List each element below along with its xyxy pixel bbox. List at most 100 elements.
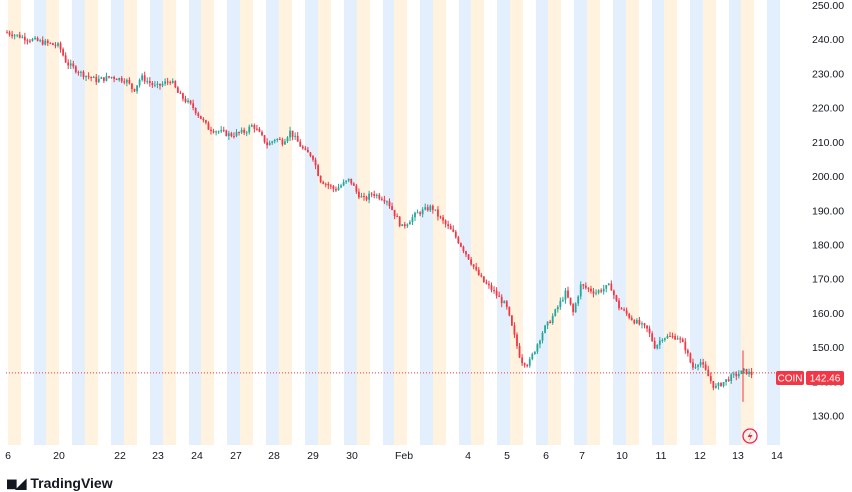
candle-body	[296, 135, 299, 142]
candle-body	[694, 366, 697, 368]
price-tick-label: 190.00	[812, 205, 844, 217]
date-tick-label: 30	[346, 450, 358, 462]
candle-body	[745, 368, 748, 375]
candle-body	[720, 383, 722, 387]
candle-body	[16, 34, 19, 36]
session-band-blue	[767, 0, 780, 445]
candle-body	[409, 222, 411, 225]
candle-body	[715, 385, 717, 388]
candle-body	[36, 37, 39, 41]
candle-body	[503, 301, 506, 304]
candle-body	[554, 309, 557, 316]
candle-body	[222, 130, 225, 132]
session-band-orange	[124, 0, 137, 445]
candle-body	[141, 75, 144, 80]
candle-body	[523, 363, 526, 366]
session-band-blue	[459, 0, 472, 445]
candle-body	[628, 313, 631, 318]
date-axis[interactable]: 6 20 22 23 24 27 28 29 30 Feb 4 5 6 7 10 11 12 13 14	[5, 450, 783, 462]
candle-body	[110, 76, 113, 78]
price-axis[interactable]: 250.00 240.00 230.00 220.00 210.00 200.00 190.…	[812, 0, 844, 423]
candle-body	[467, 254, 470, 260]
candle-body	[156, 83, 159, 85]
session-band-orange	[471, 0, 484, 445]
candle-body	[210, 129, 212, 132]
lightning-alert-icon[interactable]	[742, 428, 758, 444]
candle-body	[452, 229, 455, 232]
candle-body	[345, 180, 348, 183]
session-band-blue	[574, 0, 587, 445]
candle-body	[13, 35, 16, 37]
candle-body	[368, 193, 370, 200]
candle-body	[689, 353, 692, 363]
candle-body	[57, 43, 59, 46]
candle-body	[641, 323, 643, 325]
date-tick-label: 22	[114, 450, 126, 462]
candle-body	[82, 71, 85, 78]
candle-body	[11, 34, 13, 37]
tradingview-logo[interactable]: ◼◢ TradingView	[6, 475, 113, 492]
candle-body	[750, 371, 753, 376]
candle-body	[630, 317, 633, 321]
candle-body	[235, 132, 238, 137]
candle-body	[29, 40, 31, 42]
session-band-blue	[652, 0, 665, 445]
candle-body	[194, 107, 197, 114]
session-band-blue	[613, 0, 626, 445]
candle-body	[161, 83, 164, 86]
candle-body	[401, 224, 404, 227]
candle-body	[23, 36, 26, 41]
candle-body	[383, 199, 386, 202]
candle-body	[294, 135, 297, 137]
candle-body	[651, 333, 654, 342]
date-tick-label: 4	[465, 450, 471, 462]
candle-body	[679, 338, 682, 340]
session-band-orange	[741, 0, 754, 445]
candle-body	[587, 287, 590, 289]
date-tick-label: 12	[694, 450, 706, 462]
candle-body	[465, 251, 467, 255]
candle-body	[77, 72, 80, 74]
candle-body	[725, 379, 727, 383]
candle-body	[299, 141, 302, 147]
candle-body	[44, 40, 47, 45]
candle-body	[656, 345, 659, 349]
candle-body	[748, 371, 750, 375]
session-band-blue	[729, 0, 742, 445]
candle-body	[378, 194, 381, 199]
candle-body	[699, 362, 702, 366]
candle-body	[447, 224, 450, 227]
candle-body	[646, 325, 648, 329]
price-tick-label: 220.00	[812, 103, 844, 115]
candle-body	[411, 217, 414, 223]
candle-body	[600, 290, 603, 292]
date-tick-label: 27	[230, 450, 242, 462]
candle-body	[80, 71, 82, 73]
price-tick-label: 160.00	[812, 308, 844, 320]
candle-body	[340, 185, 342, 188]
candle-body	[105, 76, 108, 81]
session-band-orange	[357, 0, 370, 445]
session-band-orange	[510, 0, 523, 445]
candle-body	[39, 40, 42, 42]
symbol-text: COIN	[778, 374, 803, 385]
candle-body	[72, 63, 75, 67]
candle-body	[556, 306, 559, 310]
price-tick-label: 250.00	[812, 0, 844, 12]
candle-body	[579, 284, 582, 297]
candle-body	[319, 175, 322, 182]
session-band-blue	[150, 0, 163, 445]
candle-body	[607, 283, 610, 286]
last-price-text: 142.46	[810, 374, 841, 385]
candle-body	[518, 346, 521, 358]
candle-body	[74, 66, 77, 73]
candle-body	[21, 36, 24, 38]
session-band-blue	[266, 0, 279, 445]
candle-body	[332, 186, 335, 189]
candle-body	[342, 182, 345, 186]
candle-body	[490, 285, 493, 291]
date-tick-label: 24	[191, 450, 203, 462]
candle-body	[498, 295, 501, 297]
candle-body	[577, 296, 580, 304]
